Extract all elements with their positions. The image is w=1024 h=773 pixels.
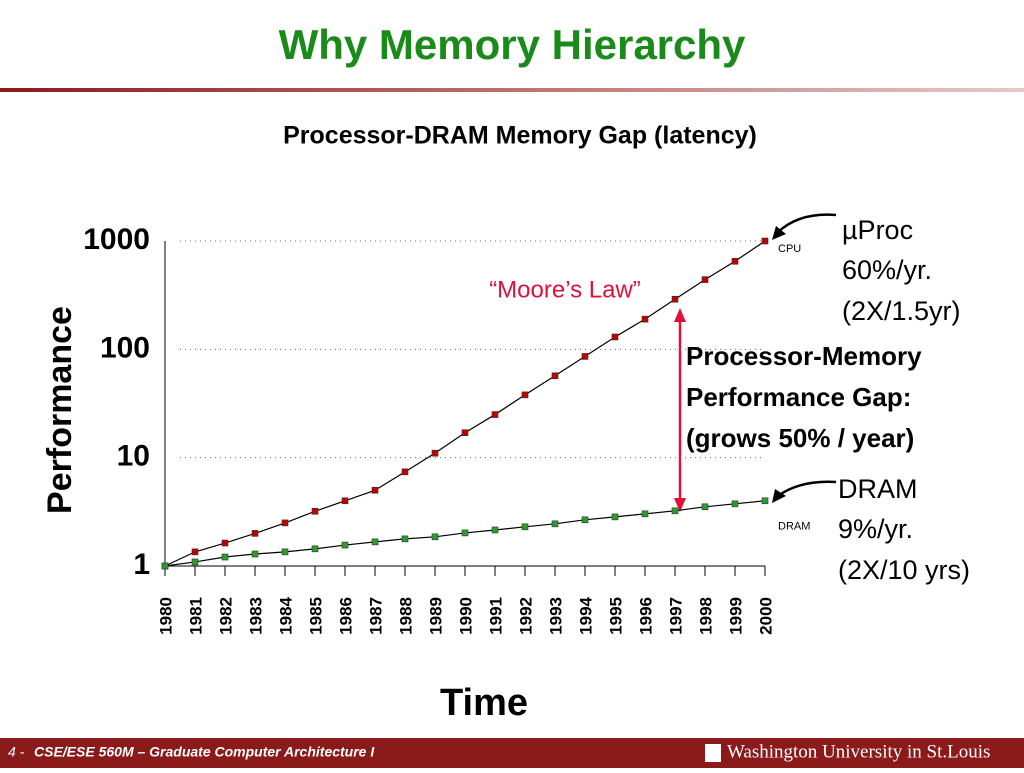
data-point [221,553,229,561]
data-point [461,429,469,437]
x-tick-label: 1993 [546,597,565,635]
annotation: 9%/yr. [838,514,913,544]
x-tick-label: 1985 [306,597,325,635]
data-point [251,550,259,558]
data-point [641,510,649,518]
data-point [401,468,409,476]
course-name: CSE/ESE 560M – Graduate Computer Archite… [34,744,375,760]
series-label: DRAM [778,521,810,533]
y-tick-label: 1000 [83,223,150,256]
data-point [431,449,439,457]
x-tick-label: 1995 [606,597,625,635]
annotation: 60%/yr. [842,255,932,285]
data-point [491,411,499,418]
data-point [311,545,319,553]
page-number: 4 - [8,744,25,760]
x-tick-label: 1998 [696,597,715,635]
data-point [191,548,199,556]
data-point [641,315,649,323]
footer-bar [0,738,1024,768]
data-point [551,372,559,380]
institution: Washington University in St.Louis [727,741,990,762]
x-tick-label: 1987 [366,597,385,635]
data-point [281,548,289,556]
data-point [671,507,679,515]
annotation: (2X/1.5yr) [842,296,961,326]
cpu-pointer-head [772,226,786,240]
data-point [611,513,619,521]
x-tick-label: 1999 [726,597,745,635]
x-tick-label: 1989 [426,597,445,635]
logo-shield [705,744,721,762]
cpu-pointer [777,213,837,233]
data-point [581,516,589,524]
data-point [521,523,529,531]
annotation: (2X/10 yrs) [838,555,970,585]
y-axis-label: Performance [41,306,79,514]
x-axis-label: Time [440,682,528,724]
data-point [701,276,709,283]
data-point [611,333,619,341]
x-tick-label: 1991 [486,597,505,635]
annotation: “Moore’s Law” [489,276,641,303]
data-point [311,507,319,515]
slide-title: Why Memory Hierarchy [279,21,746,68]
data-point [191,558,199,566]
data-point [671,295,679,303]
y-tick-label: 10 [117,440,150,473]
dram-pointer-head [772,489,786,503]
x-tick-label: 1983 [246,597,265,635]
data-point [341,497,349,505]
data-point [731,500,739,508]
x-tick-label: 1996 [636,597,655,635]
series-line [164,240,766,567]
annotation: µProc [842,215,913,245]
dram-pointer [777,480,837,498]
chart-title: Processor-DRAM Memory Gap (latency) [283,122,757,150]
x-tick-label: 1981 [186,597,205,635]
annotation: (grows 50% / year) [686,423,914,453]
y-tick-label: 100 [100,331,150,364]
data-point [731,257,739,265]
x-tick-label: 1984 [276,596,295,634]
data-point [491,526,499,534]
data-point [401,535,409,543]
x-tick-label: 1988 [396,597,415,635]
series-label: CPU [778,243,801,255]
annotation: Processor-Memory [686,341,922,371]
x-tick-label: 1986 [336,597,355,635]
data-point [281,519,289,527]
data-point [581,353,589,360]
annotation: DRAM [838,474,918,504]
x-tick-label: 1994 [576,596,595,634]
x-tick-label: 1990 [456,597,475,635]
data-point [341,541,349,549]
data-point [461,529,469,537]
y-tick-label: 1 [133,548,150,581]
data-point [371,538,379,546]
data-point [761,237,769,245]
x-tick-label: 1997 [666,597,685,635]
header-rule [0,88,1024,92]
data-point [221,539,229,547]
data-point [161,562,169,570]
x-tick-label: 2000 [756,597,775,635]
annotation: Performance Gap: [686,382,911,412]
data-point [761,497,769,505]
data-point [251,530,259,537]
data-point [701,503,709,511]
data-point [431,533,439,541]
x-tick-label: 1992 [516,597,535,635]
x-tick-label: 1982 [216,597,235,635]
data-point [521,391,529,399]
data-point [371,486,379,494]
x-tick-label: 1980 [156,597,175,635]
data-point [551,520,559,528]
